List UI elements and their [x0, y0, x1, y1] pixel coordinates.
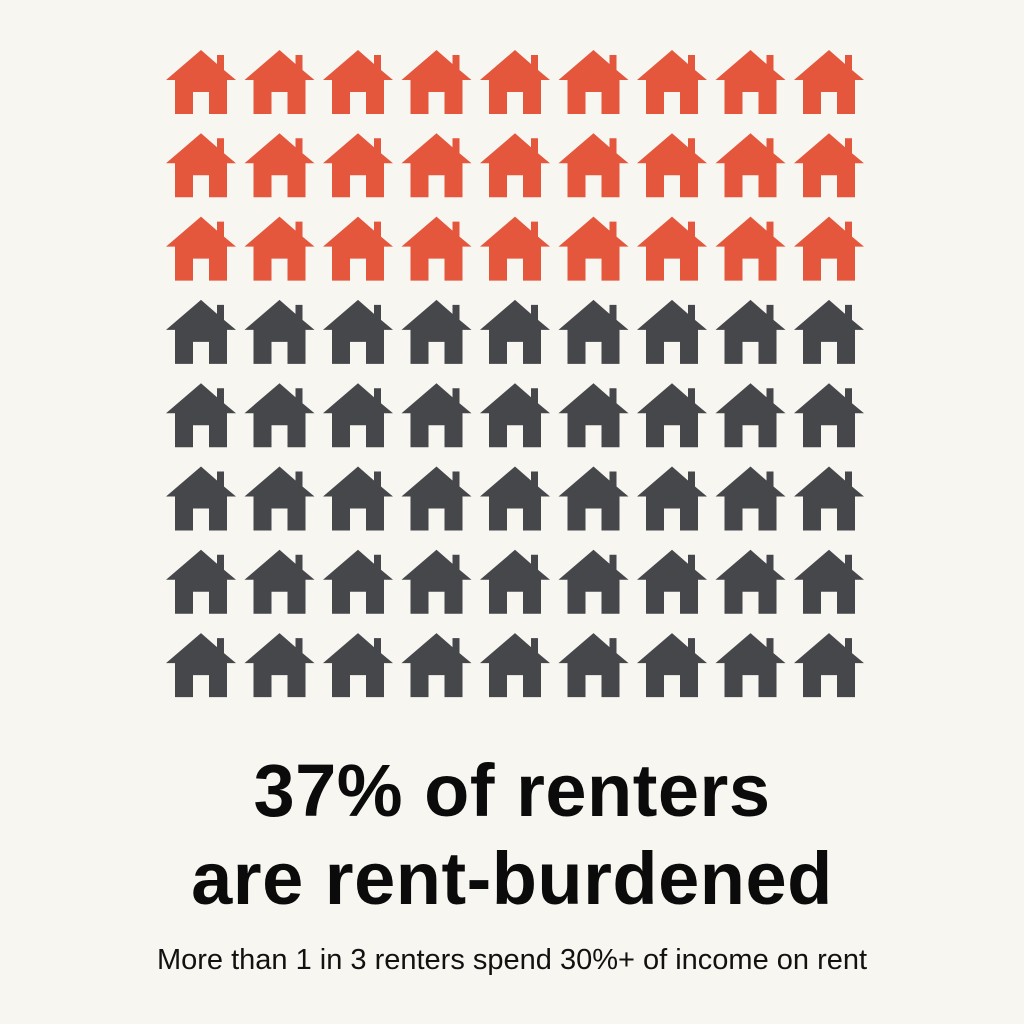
house-icon-burdened	[323, 133, 393, 198]
house-icon	[480, 383, 550, 448]
house-icon	[401, 633, 472, 698]
house-icon	[715, 299, 786, 364]
house-icon	[401, 383, 472, 448]
house-icon	[637, 549, 707, 614]
house-icon	[166, 383, 236, 448]
house-icon-burdened	[166, 50, 236, 114]
headline-percentage: 37% of renters	[253, 749, 771, 832]
house-icon	[558, 299, 629, 364]
house-icon-burdened	[794, 216, 864, 281]
house-icon-burdened	[715, 216, 786, 281]
house-icon-burdened	[401, 50, 472, 114]
house-icon	[637, 299, 707, 364]
house-icon	[637, 466, 707, 531]
house-icon-burdened	[715, 133, 786, 198]
house-icon	[323, 299, 393, 364]
house-icon	[480, 466, 550, 531]
house-icon	[480, 299, 550, 364]
headline-description: are rent-burdened	[191, 837, 833, 920]
house-icon	[637, 633, 707, 698]
house-icon-burdened	[558, 133, 629, 198]
house-icon	[323, 383, 393, 448]
house-icon-burdened	[166, 133, 236, 198]
house-icon	[558, 383, 629, 448]
house-icon	[794, 299, 864, 364]
house-icon	[794, 549, 864, 614]
house-icon	[323, 549, 393, 614]
house-icon	[244, 383, 315, 448]
house-icon	[166, 466, 236, 531]
house-icon-burdened	[244, 216, 315, 281]
house-icon-burdened	[401, 133, 472, 198]
house-icon	[323, 633, 393, 698]
house-icon	[715, 633, 786, 698]
house-icon-burdened	[558, 50, 629, 114]
house-icon-burdened	[480, 50, 550, 114]
house-icon-burdened	[244, 133, 315, 198]
house-icon-burdened	[637, 50, 707, 114]
subtitle: More than 1 in 3 renters spend 30%+ of i…	[156, 944, 868, 976]
house-icon	[558, 549, 629, 614]
house-icon-burdened	[794, 50, 864, 114]
house-icon	[558, 633, 629, 698]
house-icon	[244, 466, 315, 531]
house-icon	[166, 299, 236, 364]
house-icon-burdened	[480, 133, 550, 198]
house-icon-burdened	[637, 216, 707, 281]
house-icon-burdened	[166, 216, 236, 281]
house-icon-burdened	[323, 50, 393, 114]
house-icon	[558, 466, 629, 531]
house-icon	[715, 549, 786, 614]
house-icon-burdened	[401, 216, 472, 281]
house-icon	[166, 633, 236, 698]
house-icon	[323, 466, 393, 531]
house-icon	[244, 299, 315, 364]
house-icon	[244, 549, 315, 614]
house-icon	[166, 549, 236, 614]
house-pictograph	[166, 50, 864, 698]
house-icon-burdened	[323, 216, 393, 281]
house-icon-burdened	[480, 216, 550, 281]
house-icon	[480, 549, 550, 614]
house-icon	[715, 466, 786, 531]
house-icon	[794, 633, 864, 698]
house-icon-burdened	[637, 133, 707, 198]
house-icon	[401, 299, 472, 364]
house-icon-burdened	[715, 50, 786, 114]
house-icon	[401, 466, 472, 531]
house-icon	[715, 383, 786, 448]
house-icon	[794, 466, 864, 531]
house-icon	[244, 633, 315, 698]
house-icon	[637, 383, 707, 448]
house-icon-burdened	[558, 216, 629, 281]
house-icon-burdened	[244, 50, 315, 114]
house-icon-burdened	[794, 133, 864, 198]
house-icon	[480, 633, 550, 698]
house-icon	[794, 383, 864, 448]
house-icon	[401, 549, 472, 614]
